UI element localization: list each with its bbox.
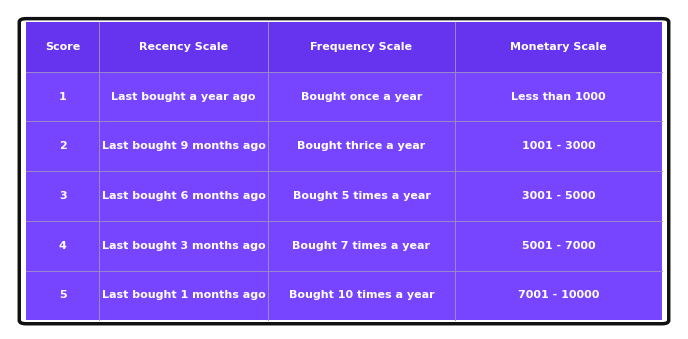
Text: 5: 5 xyxy=(59,291,67,300)
Text: 1: 1 xyxy=(58,92,67,102)
Text: 4: 4 xyxy=(58,241,67,251)
Bar xyxy=(99,22,268,72)
Bar xyxy=(99,121,268,171)
Bar xyxy=(268,72,455,121)
Text: Bought 5 times a year: Bought 5 times a year xyxy=(292,191,431,201)
Text: Bought thrice a year: Bought thrice a year xyxy=(297,141,426,151)
Bar xyxy=(455,22,662,72)
Bar xyxy=(26,72,99,121)
Bar xyxy=(455,121,662,171)
Text: 5001 - 7000: 5001 - 7000 xyxy=(522,241,595,251)
Bar xyxy=(268,121,455,171)
Bar xyxy=(99,72,268,121)
Bar xyxy=(26,221,99,271)
Text: Frequency Scale: Frequency Scale xyxy=(310,42,413,52)
Text: 3: 3 xyxy=(59,191,67,201)
Text: Last bought 6 months ago: Last bought 6 months ago xyxy=(102,191,266,201)
Bar xyxy=(26,22,99,72)
Text: Score: Score xyxy=(45,42,80,52)
Text: 2: 2 xyxy=(58,141,67,151)
Text: Recency Scale: Recency Scale xyxy=(139,42,228,52)
Text: 3001 - 5000: 3001 - 5000 xyxy=(522,191,595,201)
Bar xyxy=(99,171,268,221)
Bar xyxy=(26,171,99,221)
Text: Last bought a year ago: Last bought a year ago xyxy=(111,92,256,102)
Text: Last bought 1 months ago: Last bought 1 months ago xyxy=(102,291,266,300)
Bar xyxy=(268,22,455,72)
Bar xyxy=(26,271,99,320)
Text: Bought 10 times a year: Bought 10 times a year xyxy=(289,291,434,300)
Bar xyxy=(99,271,268,320)
Bar xyxy=(455,271,662,320)
Text: Less than 1000: Less than 1000 xyxy=(511,92,606,102)
Bar xyxy=(455,171,662,221)
Text: Bought once a year: Bought once a year xyxy=(301,92,422,102)
Text: Monetary Scale: Monetary Scale xyxy=(510,42,607,52)
Bar xyxy=(99,221,268,271)
Text: Bought 7 times a year: Bought 7 times a year xyxy=(292,241,431,251)
Text: 7001 - 10000: 7001 - 10000 xyxy=(518,291,599,300)
Bar xyxy=(268,171,455,221)
Text: Last bought 9 months ago: Last bought 9 months ago xyxy=(102,141,266,151)
Text: 1001 - 3000: 1001 - 3000 xyxy=(522,141,595,151)
Bar xyxy=(268,271,455,320)
Bar xyxy=(26,121,99,171)
Bar xyxy=(455,72,662,121)
Text: Last bought 3 months ago: Last bought 3 months ago xyxy=(102,241,266,251)
Bar xyxy=(455,221,662,271)
Bar xyxy=(268,221,455,271)
